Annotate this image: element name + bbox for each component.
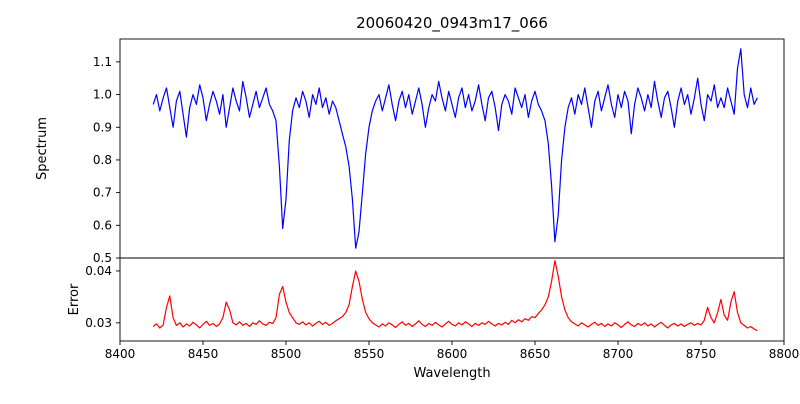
error-axes-frame — [119, 257, 785, 342]
x-axis-label: Wavelength — [413, 366, 490, 381]
spectrum-ytick-label: 1.0 — [93, 88, 112, 102]
error-ytick-label: 0.03 — [85, 316, 112, 330]
xtick-label: 8800 — [769, 347, 800, 361]
xtick-label: 8400 — [105, 347, 136, 361]
chart-title: 20060420_0943m17_066 — [356, 14, 548, 33]
spectrum-axes-frame — [119, 38, 785, 259]
xtick-label: 8450 — [188, 347, 219, 361]
spectrum-ytick-label: 0.6 — [93, 218, 112, 232]
xtick-label: 8600 — [437, 347, 468, 361]
error-ytick-label: 0.04 — [85, 264, 112, 278]
spectrum-ytick-label: 1.1 — [93, 55, 112, 69]
spectrum-y-axis-label: Spectrum — [35, 117, 50, 180]
xtick-label: 8500 — [271, 347, 302, 361]
error-line — [152, 260, 758, 332]
spectrum-line — [152, 48, 758, 249]
spectrum-ytick-label: 0.5 — [93, 251, 112, 265]
spectrum-ytick-label: 0.7 — [93, 186, 112, 200]
xtick-label: 8550 — [354, 347, 385, 361]
xtick-label: 8650 — [520, 347, 551, 361]
error-y-axis-label: Error — [67, 283, 82, 315]
spectrum-ytick-label: 0.9 — [93, 120, 112, 134]
xtick-label: 8750 — [686, 347, 717, 361]
xtick-label: 8700 — [603, 347, 634, 361]
spectrum-ytick-label: 0.8 — [93, 153, 112, 167]
